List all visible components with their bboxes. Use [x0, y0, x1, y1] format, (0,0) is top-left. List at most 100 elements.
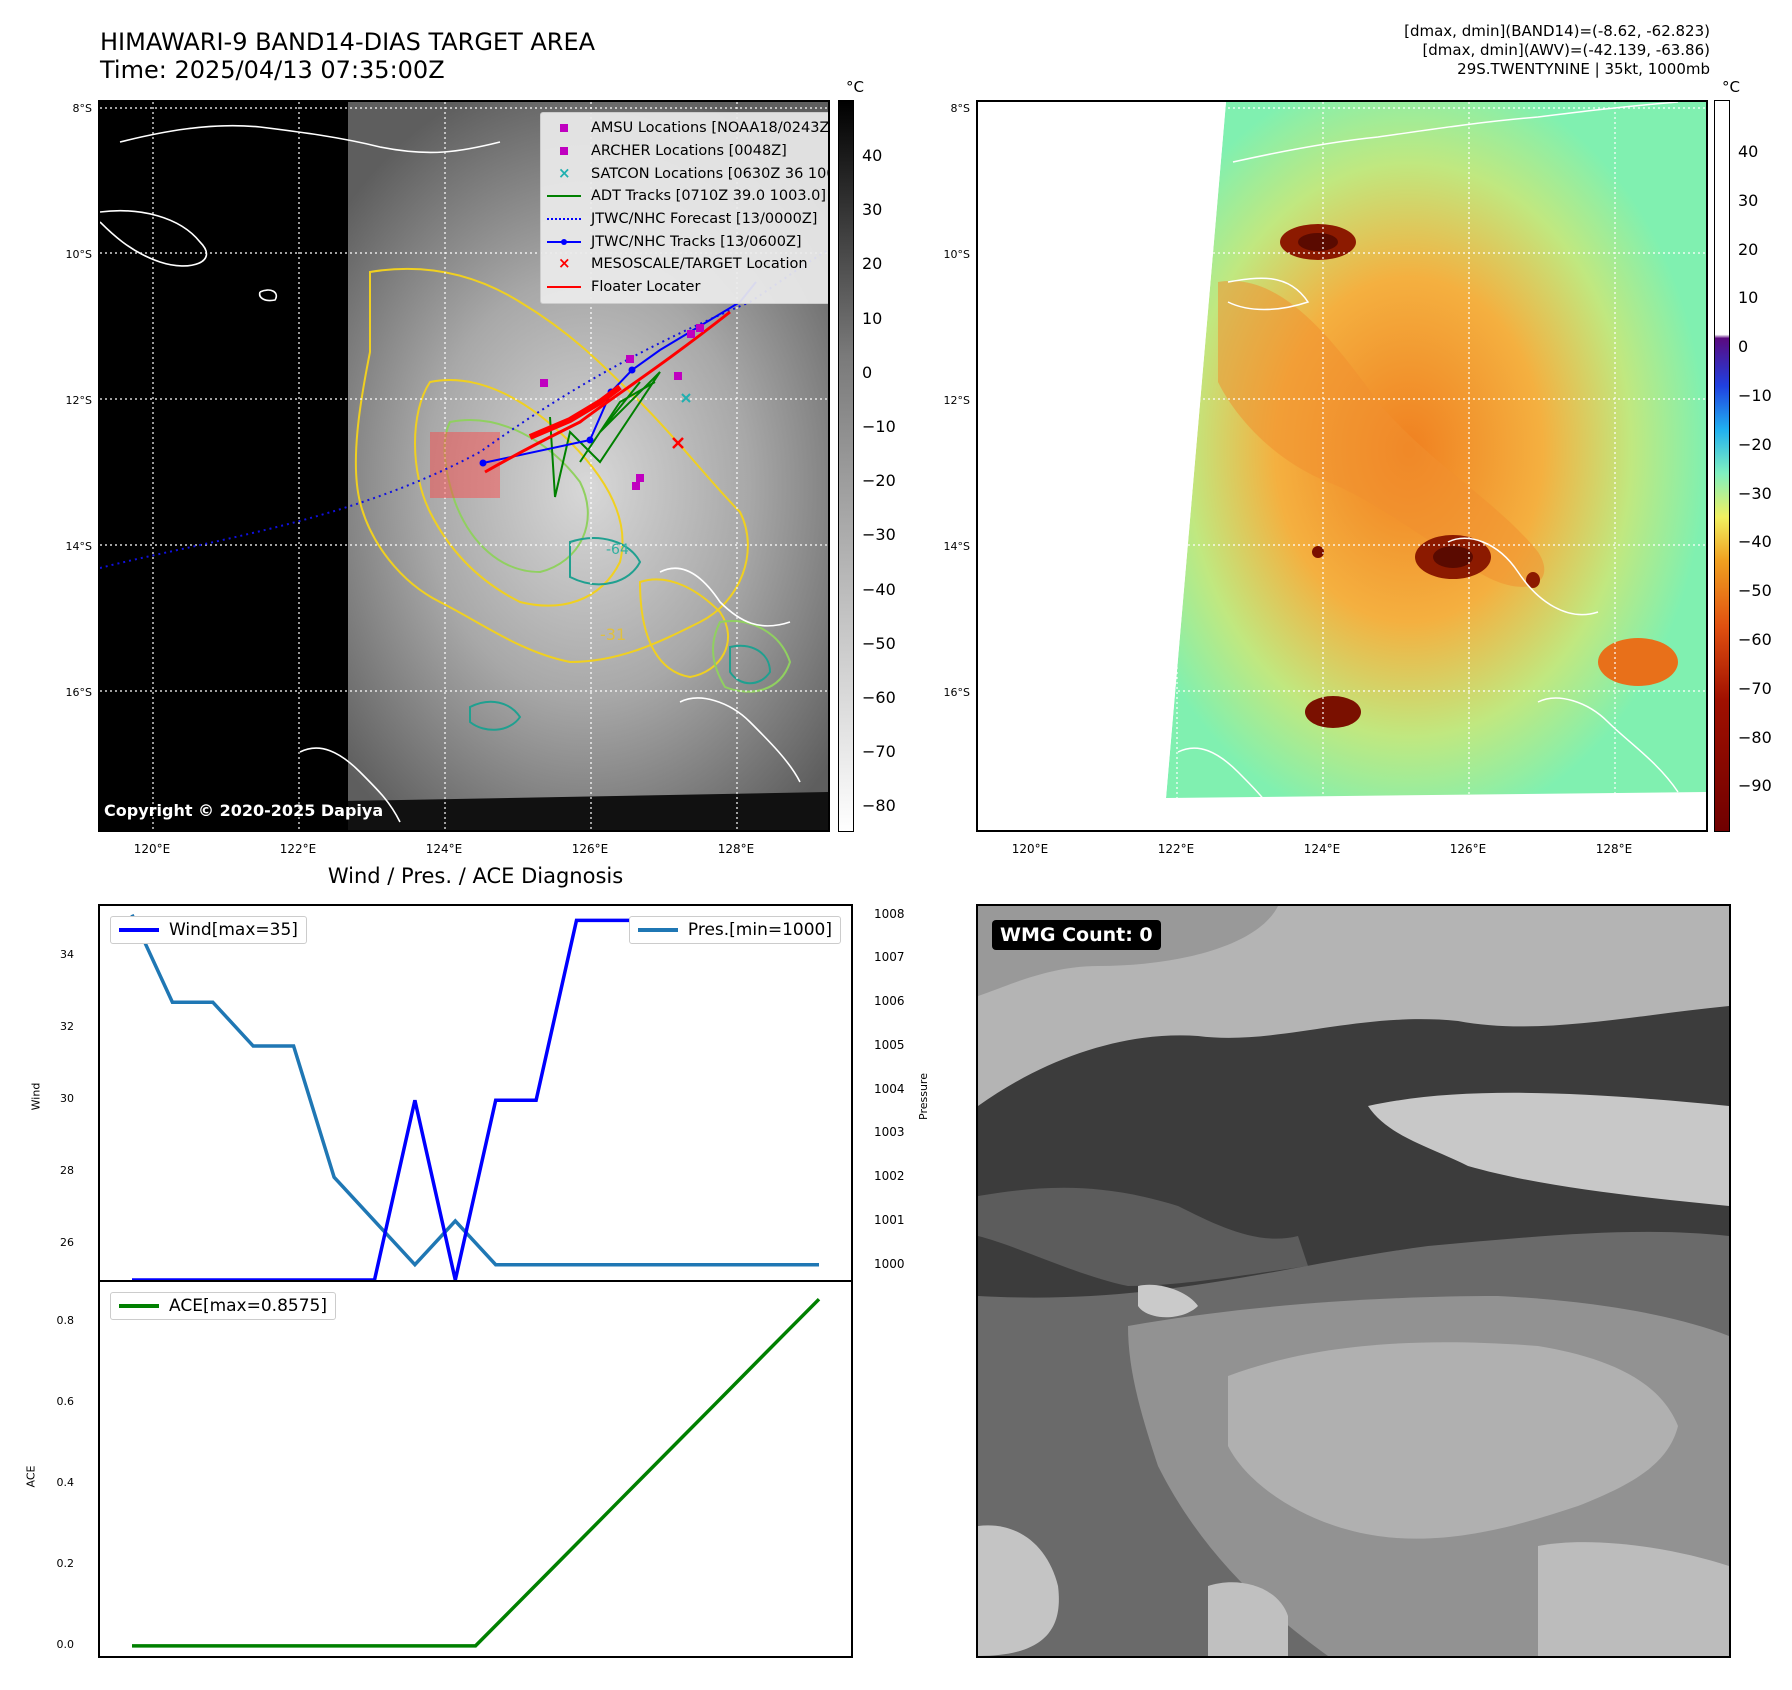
legend-item: ADT Tracks [0710Z 39.0 1003.0] — [547, 185, 828, 208]
lon-label: 126°E — [571, 842, 609, 856]
colorbar-tick: 20 — [1738, 239, 1759, 259]
colorbar-tick: −40 — [1738, 532, 1772, 552]
wmg-imagery — [978, 906, 1729, 1656]
wind-axis-label: Wind — [29, 1082, 43, 1111]
axis-tick-label: 0.2 — [56, 1557, 75, 1571]
colorbar-tick: 30 — [862, 200, 883, 220]
colorbar-tick: 30 — [1738, 190, 1759, 210]
lon-label: 128°E — [717, 842, 755, 856]
colorbar-tick: −30 — [1738, 483, 1772, 503]
ts-title: Wind / Pres. / ACE Diagnosis — [327, 864, 624, 888]
axis-tick-label: 34 — [60, 948, 74, 962]
lat-label: 14°S — [65, 540, 92, 553]
colorbar-tick: −70 — [862, 742, 896, 762]
colorbar-tick: −50 — [1738, 581, 1772, 601]
legend-item: JTWC/NHC Tracks [13/0600Z] — [547, 230, 828, 253]
colorbar-tick: −30 — [862, 525, 896, 545]
colorbar-tick: 40 — [1738, 142, 1759, 161]
lon-label: 122°E — [1157, 842, 1195, 856]
ace-legend: ACE[max=0.8575] — [110, 1292, 336, 1320]
ace-plot — [132, 1297, 821, 1648]
axis-tick-label: 1004 — [874, 1081, 905, 1096]
ace-line — [132, 1297, 821, 1648]
lon-label: 128°E — [1595, 842, 1633, 856]
legend-marker-icon — [547, 234, 581, 250]
legend-label: SATCON Locations [0630Z 36 1001] — [591, 165, 830, 182]
colorbar-tick: −70 — [1738, 678, 1772, 698]
axis-tick-label: 30 — [60, 1092, 74, 1106]
lat-label: 16°S — [943, 686, 970, 699]
colorbar-tick: −20 — [1738, 434, 1772, 454]
lat-label: 8°S — [72, 102, 92, 115]
copyright: Copyright © 2020-2025 Dapiya — [104, 801, 384, 820]
legend-item: × SATCON Locations [0630Z 36 1001] — [547, 162, 830, 185]
colorbar-tick: 0 — [862, 362, 873, 382]
axis-tick-label: 26 — [60, 1236, 74, 1250]
lon-label: 126°E — [1449, 842, 1487, 856]
figure-title: HIMAWARI-9 BAND14-DIAS TARGET AREA Time:… — [100, 28, 596, 84]
lat-label: 10°S — [943, 248, 970, 261]
lat-label: 12°S — [943, 394, 970, 407]
amsu-archer-markers — [540, 324, 704, 490]
pressure-legend: Pres.[min=1000] — [628, 916, 841, 944]
target-marker — [672, 437, 684, 449]
lon-label: 122°E — [279, 842, 317, 856]
ace-axis-label: ACE — [24, 1465, 38, 1488]
colorbar-unit: °C — [1722, 78, 1740, 96]
contour-label: -64 — [606, 542, 629, 558]
adt-tracks — [549, 371, 661, 498]
target-area-box — [430, 432, 500, 498]
colorbar-tick: −60 — [1738, 630, 1772, 649]
legend-label: JTWC/NHC Forecast [13/0000Z] — [591, 211, 818, 228]
pressure-legend-line — [637, 928, 678, 932]
band14-map: -64 -31 AMSU Locations [NOAA18/0243Z 42 … — [98, 100, 830, 832]
legend-label: JTWC/NHC Tracks [13/0600Z] — [591, 233, 802, 250]
lat-label: 10°S — [65, 248, 92, 261]
colorbar-tick: −50 — [862, 633, 896, 653]
ace-chart: ACE[max=0.8575] — [98, 1280, 853, 1658]
pressure-line — [130, 913, 819, 1268]
wind-line — [132, 918, 819, 1282]
pressure-legend-label: Pres.[min=1000] — [687, 920, 832, 940]
legend-item: × MESOSCALE/TARGET Location — [547, 253, 828, 276]
colorbar-tick: −80 — [862, 796, 896, 816]
axis-tick-label: 0.4 — [56, 1476, 75, 1490]
lat-label: 8°S — [950, 102, 970, 115]
colorbar-bt — [838, 100, 854, 832]
axis-tick-label: 28 — [60, 1164, 74, 1178]
wind-legend-line — [119, 928, 159, 932]
colorbar-tick: −80 — [1738, 727, 1772, 747]
legend-label: Floater Locater — [591, 279, 701, 296]
awv-imagery — [978, 102, 1706, 830]
axis-tick-label: 1001 — [874, 1212, 905, 1227]
legend-marker-icon: × — [558, 163, 571, 182]
ace-legend-label: ACE[max=0.8575] — [169, 1296, 327, 1316]
legend-item: AMSU Locations [NOAA18/0243Z 42 999] — [547, 117, 830, 140]
legend-marker-icon: × — [558, 254, 571, 273]
legend-label: AMSU Locations [NOAA18/0243Z 42 999] — [591, 120, 830, 137]
lon-label: 120°E — [133, 842, 171, 856]
colorbar-tick: −40 — [862, 579, 896, 599]
legend-marker-icon — [547, 188, 581, 204]
colorbar-tick: 0 — [1738, 337, 1749, 357]
legend-marker-icon — [547, 143, 581, 159]
colorbar-tick: 40 — [862, 146, 883, 165]
axis-tick-label: 1000 — [874, 1256, 905, 1271]
legend-label: MESOSCALE/TARGET Location — [591, 256, 808, 273]
legend-marker-icon — [547, 211, 581, 227]
axis-tick-label: 0.0 — [56, 1637, 75, 1651]
floater-track — [484, 310, 731, 474]
axis-tick-label: 32 — [60, 1020, 74, 1034]
pressure-axis-label: Pressure — [916, 1073, 930, 1120]
axis-tick-label: 1002 — [874, 1169, 905, 1184]
colorbar-tick: −90 — [1738, 776, 1772, 796]
axis-tick-label: 1003 — [874, 1125, 905, 1140]
lat-label: 16°S — [65, 686, 92, 699]
colorbar-tick: −10 — [1738, 386, 1772, 405]
colorbar-tick: −60 — [862, 688, 896, 707]
wind-pressure-plot — [130, 913, 819, 1282]
legend-item: ARCHER Locations [0048Z] — [547, 140, 828, 163]
colorbar-awv — [1714, 100, 1730, 832]
axis-tick-label: 1007 — [874, 950, 905, 965]
lat-label: 14°S — [943, 540, 970, 553]
